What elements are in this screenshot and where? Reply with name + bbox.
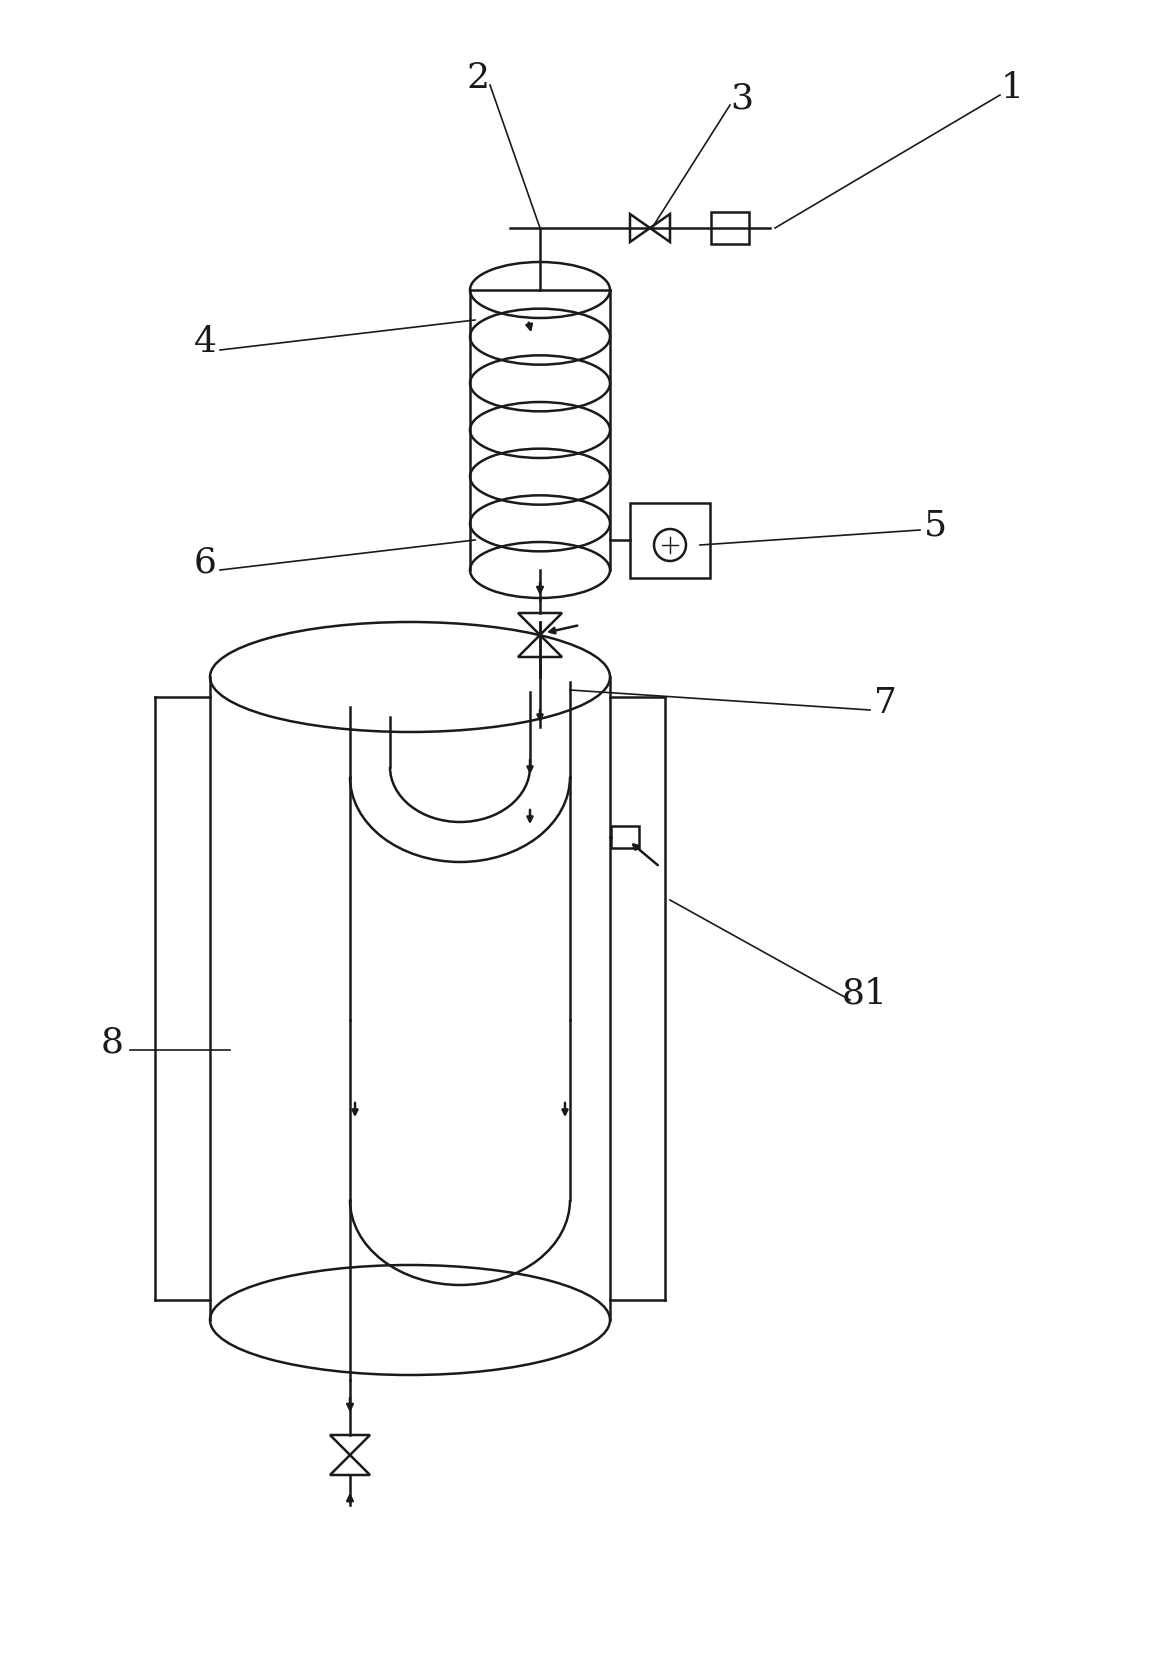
Text: 5: 5 [923,508,946,542]
Text: 2: 2 [467,62,490,95]
Text: 3: 3 [731,82,753,115]
Text: 7: 7 [873,687,896,720]
Text: 4: 4 [193,325,217,358]
Text: 6: 6 [193,545,217,578]
Text: 8: 8 [100,1025,123,1059]
Text: 1: 1 [1001,72,1023,105]
Bar [630,502,710,577]
Bar [711,212,748,243]
Text: 81: 81 [842,975,888,1010]
Bar [611,827,639,849]
